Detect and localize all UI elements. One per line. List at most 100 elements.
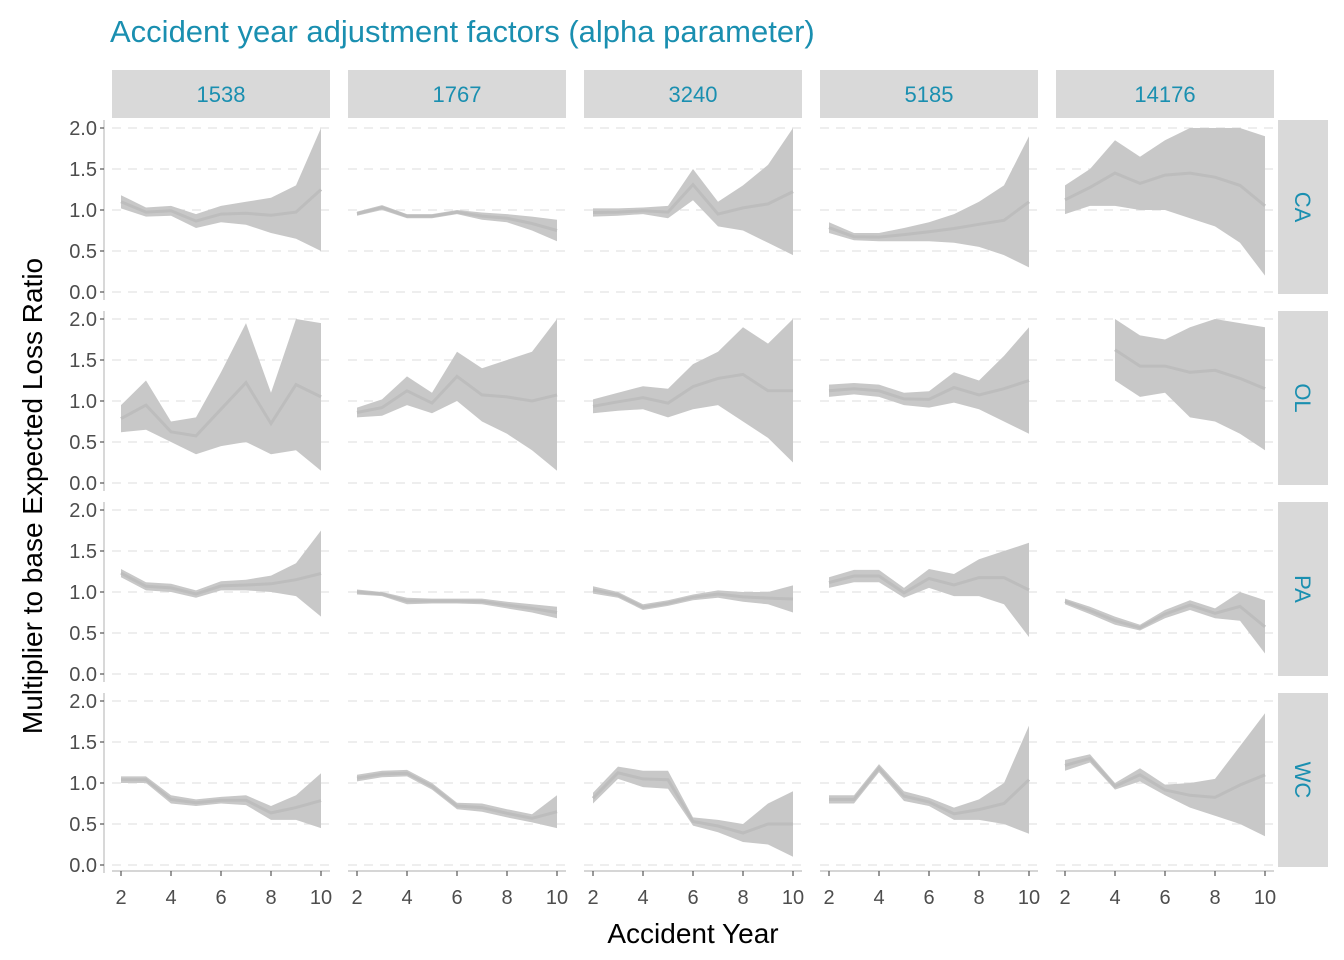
median-line-WC-3240 [591,771,793,835]
median-line-OL-14176 [1114,348,1266,391]
row-strip-OL [1278,311,1328,485]
y-tick-label: 0.0 [69,282,97,304]
band-CA-3240 [593,128,793,256]
x-tick-label: 10 [1018,887,1040,909]
band-CA-14176 [1065,128,1265,276]
band-WC-1767 [357,769,557,829]
column-strip-5185 [820,70,1038,118]
y-tick-label: 0.0 [69,664,97,686]
x-tick-label: 2 [823,887,834,909]
y-tick-label: 1.5 [69,159,97,181]
median-line-OL-1767 [356,374,558,414]
x-tick-label: 8 [973,887,984,909]
y-tick-label: 2.0 [69,309,97,331]
band-OL-5185 [829,327,1029,434]
median-line-CA-5185 [828,200,1030,239]
y-tick-label: 1.0 [69,773,97,795]
band-OL-14176 [1115,319,1265,451]
row-strip-PA [1278,502,1328,676]
band-WC-3240 [593,766,793,857]
median-line-CA-1538 [120,188,323,223]
median-line-CA-3240 [592,182,794,216]
y-axis-title: Multiplier to base Expected Loss Ratio [17,258,48,734]
x-tick-label: 10 [310,887,332,909]
y-tick-label: 2.0 [69,691,97,713]
y-tick-label: 1.5 [69,350,97,372]
band-CA-1767 [357,205,557,242]
median-line-PA-1767 [356,590,558,614]
band-PA-1538 [121,530,321,617]
y-tick-label: 0.5 [69,814,97,836]
median-line-PA-5185 [828,574,1030,595]
row-strip-label: WC [1290,762,1315,799]
x-tick-label: 8 [501,887,512,909]
median-line-PA-1538 [120,571,322,596]
x-tick-label: 4 [873,887,884,909]
column-strip-14176 [1056,70,1274,118]
x-tick-label: 10 [546,887,568,909]
y-tick-label: 0.0 [69,855,97,877]
median-line-OL-1538 [120,380,322,438]
y-tick-label: 1.0 [69,391,97,413]
y-tick-label: 1.5 [69,541,97,563]
y-tick-label: 0.0 [69,473,97,495]
x-tick-label: 2 [115,887,126,909]
row-strip-label: CA [1290,192,1315,223]
band-WC-5185 [829,725,1029,834]
y-tick-label: 0.5 [69,241,97,263]
x-tick-label: 2 [351,887,362,909]
median-line-WC-1767 [356,771,558,820]
x-axis-title: Accident Year [607,918,778,949]
median-line-OL-5185 [828,379,1030,401]
x-tick-label: 8 [1209,887,1220,909]
y-tick-label: 0.5 [69,623,97,645]
row-strip-label: OL [1290,383,1315,412]
x-tick-label: 8 [265,887,276,909]
row-strip-label: PA [1290,575,1315,603]
column-strip-label: 1767 [433,82,482,107]
y-tick-label: 1.0 [69,582,97,604]
median-line-CA-14176 [1064,171,1266,208]
median-line-OL-3240 [592,372,793,408]
x-tick-label: 2 [587,887,598,909]
band-CA-1538 [121,128,321,251]
band-PA-1767 [357,589,557,619]
column-strip-3240 [584,70,802,118]
column-strip-label: 14176 [1134,82,1195,107]
row-strip-WC [1278,693,1328,867]
y-tick-label: 1.5 [69,732,97,754]
x-tick-label: 6 [1159,887,1170,909]
column-strip-1767 [348,70,566,118]
y-tick-label: 2.0 [69,500,97,522]
x-tick-label: 6 [923,887,934,909]
median-line-PA-3240 [592,588,794,609]
median-line-CA-1767 [356,205,558,232]
band-CA-5185 [829,136,1029,268]
y-tick-label: 2.0 [69,118,97,140]
median-line-PA-14176 [1064,599,1266,630]
column-strip-label: 5185 [905,82,954,107]
x-tick-label: 8 [737,887,748,909]
column-strip-1538 [112,70,330,118]
y-tick-label: 0.5 [69,432,97,454]
x-tick-label: 6 [215,887,226,909]
band-WC-14176 [1065,713,1265,837]
median-line-WC-14176 [1064,756,1266,799]
column-strip-label: 3240 [669,82,718,107]
x-tick-label: 10 [782,887,804,909]
x-tick-label: 4 [165,887,176,909]
band-OL-3240 [593,319,793,463]
chart-title: Accident year adjustment factors (alpha … [110,14,815,49]
row-strip-CA [1278,120,1328,294]
x-tick-label: 6 [687,887,698,909]
median-line-WC-1538 [121,778,322,815]
median-line-WC-5185 [829,765,1031,816]
x-tick-label: 4 [401,887,412,909]
y-tick-label: 1.0 [69,200,97,222]
x-tick-label: 4 [637,887,648,909]
band-OL-1767 [357,319,557,471]
column-strip-label: 1538 [197,82,246,107]
band-PA-14176 [1065,592,1265,654]
x-tick-label: 6 [451,887,462,909]
